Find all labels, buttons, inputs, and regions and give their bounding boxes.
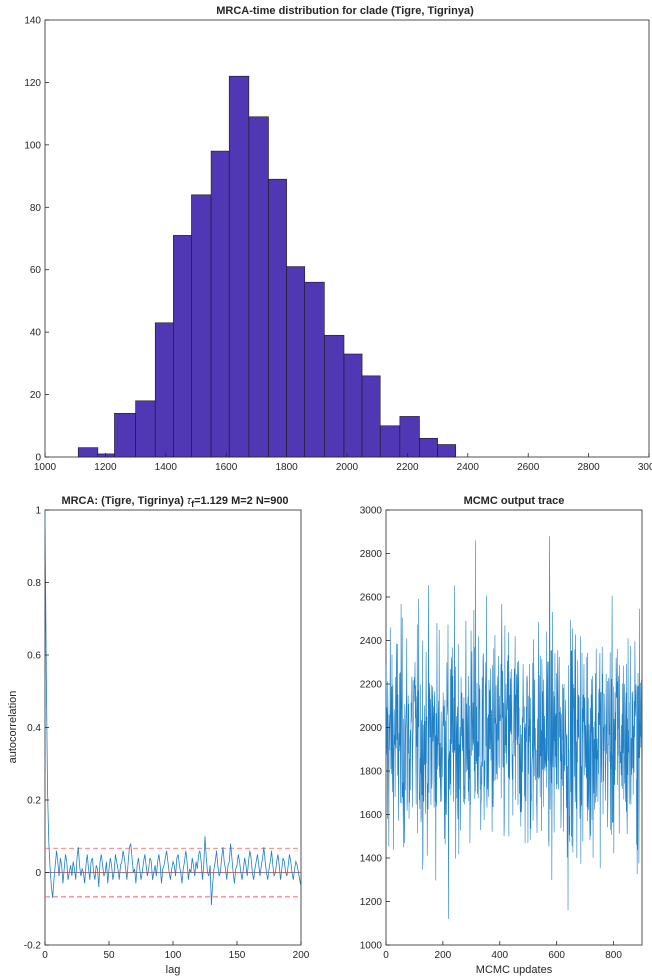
autocorrelation-title: MRCA: (Tigre, Tigrinya) τf=1.129 M=2 N=9… [61,495,288,509]
histogram-x-tick-label: 1400 [155,462,178,473]
acf-x-axis-label: lag [166,964,181,976]
acf-y-ticks: -0.2 0 0.2 0.4 0.6 0.8 1 [24,506,49,952]
acf-title-tau: τ [187,495,192,507]
histogram-bar [154,322,174,458]
histogram-x-ticks: 1000 1200 1400 1600 1800 2000 2200 2400 2600 2800… [34,453,652,473]
histogram-bar [343,353,363,458]
trace-y-tick-label: 2000 [360,723,383,734]
trace-y-tick-label: 2200 [360,680,383,691]
trace-y-tick-label: 1800 [360,767,383,778]
histogram-x-tick-label: 2000 [336,462,359,473]
histogram-bar [173,235,192,458]
histogram-bar [268,178,287,458]
histogram-bar [77,447,99,458]
acf-x-ticks: 0 50 100 150 200 [42,941,310,961]
histogram-x-tick-label: 1000 [34,462,57,473]
trace-y-tick-label: 1400 [360,854,383,865]
histogram-bar [304,281,325,458]
acf-y-tick-label: 0.2 [27,796,41,807]
histogram-x-tick-label: 1600 [215,462,238,473]
acf-axes-box [44,509,302,946]
histogram-bar [248,116,269,458]
trace-y-tick-label: 2800 [360,549,383,560]
histogram-y-tick-label: 80 [30,203,42,214]
histogram-x-tick-label: 2200 [396,462,419,473]
histogram-x-tick-label: 3000 [638,462,652,473]
acf-y-tick-label: 0 [35,868,41,879]
mcmc-trace-panel: MCMC output trace 0 200 400 600 800 1000 1200… [360,495,643,976]
trace-x-axis-label: MCMC updates [476,964,553,976]
histogram-bars [77,75,457,458]
histogram-bar [191,194,212,458]
acf-y-tick-label: 0.4 [27,723,41,734]
acf-series-line [44,509,302,906]
histogram-bar [437,444,457,458]
acf-y-tick-label: 0.6 [27,651,41,662]
trace-x-tick-label: 200 [435,950,452,961]
histogram-y-tick-label: 20 [30,390,42,401]
histogram-panel: MRCA-time distribution for clade (Tigre,… [24,5,652,473]
histogram-y-tick-label: 120 [24,78,41,89]
trace-y-tick-label: 1600 [360,810,383,821]
acf-title-tau-subscript: f [191,499,195,509]
trace-y-ticks: 1000 1200 1400 1600 1800 2000 2200 2400 2600 2800… [360,506,390,952]
trace-series-line [385,536,643,919]
trace-y-tick-label: 1000 [360,941,383,952]
histogram-x-tick-label: 2400 [457,462,480,473]
histogram-bar [379,425,401,458]
histogram-bar [324,334,345,458]
trace-y-tick-label: 3000 [360,506,383,517]
acf-x-tick-label: 0 [42,950,48,961]
histogram-x-tick-label: 2800 [577,462,600,473]
histogram-y-tick-label: 40 [30,328,42,339]
acf-y-tick-label: 1 [35,506,41,517]
histogram-bar [114,412,136,458]
histogram-bar [399,416,420,458]
trace-x-tick-label: 800 [605,950,622,961]
acf-lines [44,509,302,906]
autocorrelation-panel: MRCA: (Tigre, Tigrinya) τf=1.129 M=2 N=9… [7,495,310,976]
trace-y-tick-label: 2600 [360,593,383,604]
histogram-y-tick-label: 100 [24,140,41,151]
histogram-x-tick-label: 2600 [517,462,540,473]
histogram-bar [286,266,306,458]
acf-y-tick-label: 0.8 [27,578,41,589]
histogram-bar [210,150,230,458]
acf-title-prefix: MRCA: (Tigre, Tigrinya) [61,495,187,507]
histogram-y-tick-label: 0 [35,453,41,464]
acf-title-suffix: =1.129 M=2 N=900 [194,495,289,507]
acf-x-tick-label: 150 [229,950,246,961]
histogram-y-tick-label: 140 [24,16,41,27]
histogram-bar [135,400,156,458]
acf-x-tick-label: 50 [103,950,115,961]
histogram-y-ticks: 0 20 40 60 80 100 120 140 [24,16,49,464]
histogram-bar [97,453,115,458]
histogram-x-tick-label: 1800 [275,462,298,473]
trace-y-tick-label: 2400 [360,636,383,647]
histogram-y-tick-label: 60 [30,265,42,276]
trace-x-ticks: 0 200 400 600 800 [383,941,622,961]
trace-y-tick-label: 1200 [360,897,383,908]
trace-title: MCMC output trace [464,495,565,507]
acf-x-tick-label: 100 [165,950,182,961]
acf-x-tick-label: 200 [293,950,310,961]
histogram-bar [419,437,438,458]
histogram-bar [361,375,381,458]
acf-y-axis-label: autocorrelation [7,691,19,764]
histogram-bar [228,75,250,458]
trace-x-tick-label: 400 [491,950,508,961]
trace-x-tick-label: 600 [548,950,565,961]
trace-lines [385,536,643,919]
trace-x-tick-label: 0 [383,950,389,961]
histogram-x-tick-label: 1200 [94,462,117,473]
histogram-title: MRCA-time distribution for clade (Tigre,… [216,5,474,17]
acf-y-tick-label: -0.2 [24,941,42,952]
